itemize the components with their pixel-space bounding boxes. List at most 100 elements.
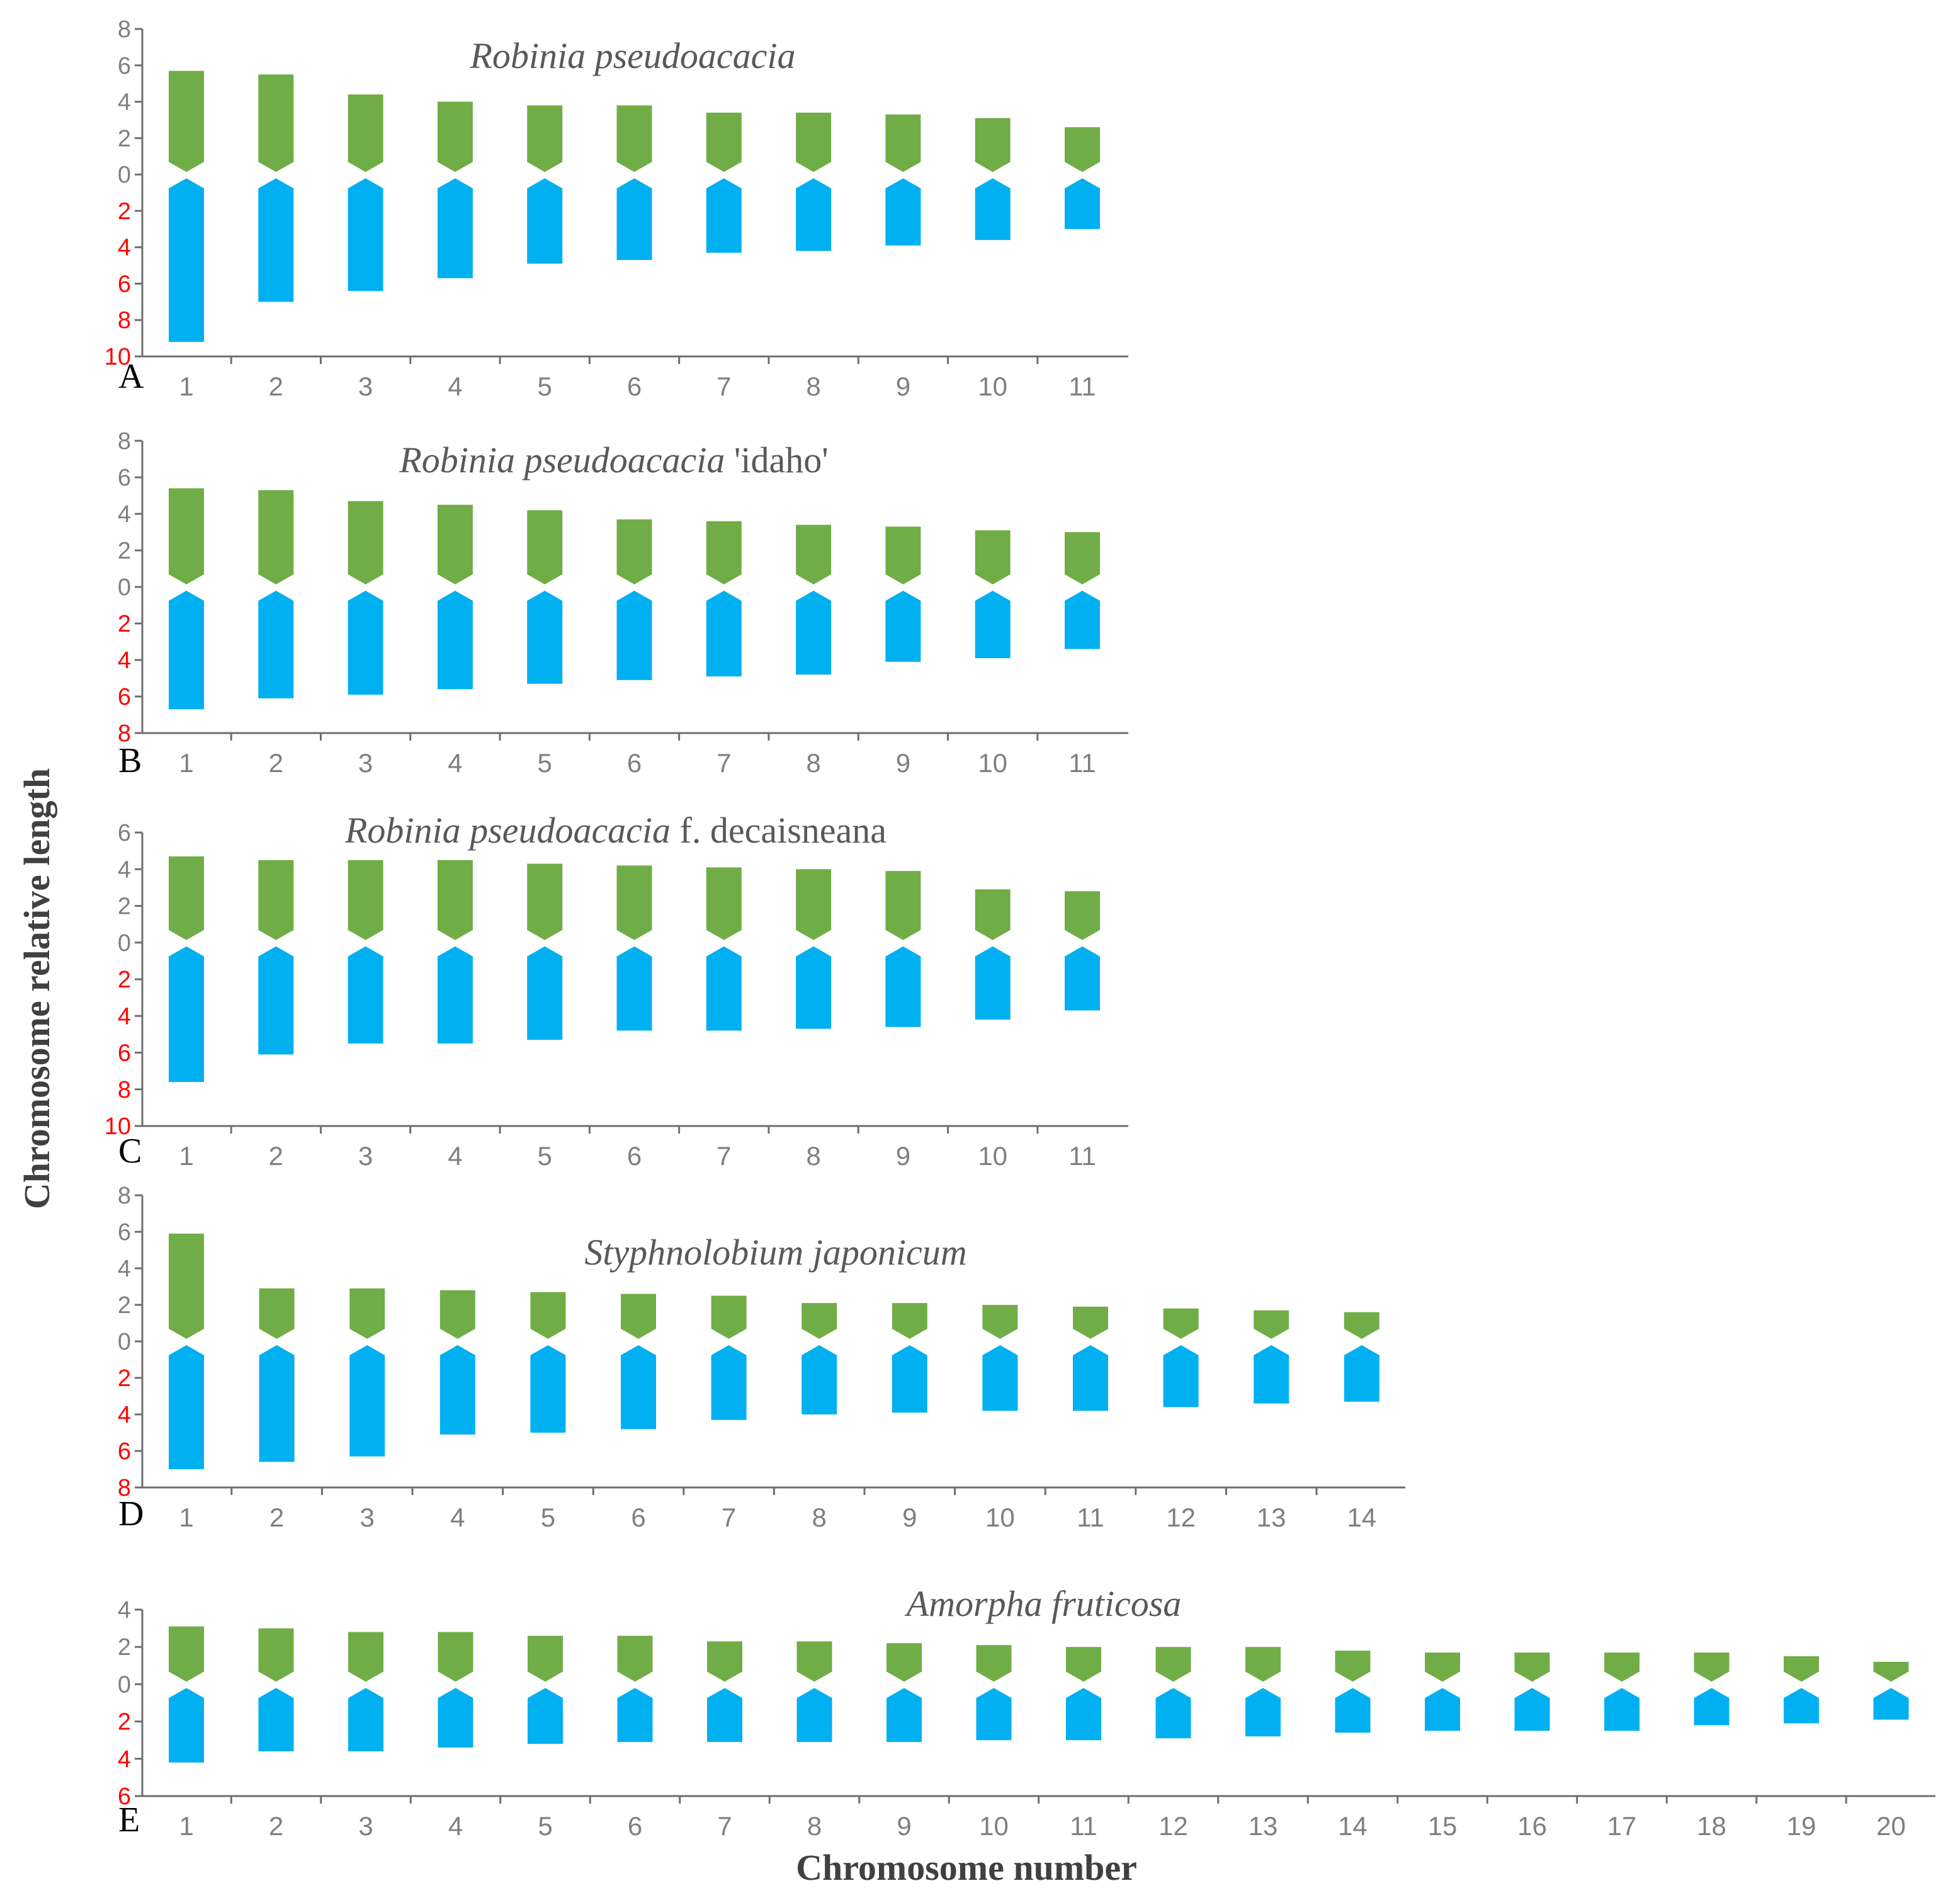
long-arm-bar bbox=[438, 1688, 473, 1748]
panel-letter: C bbox=[118, 1132, 142, 1171]
short-arm-bar bbox=[437, 860, 473, 940]
long-arm-bar bbox=[707, 1688, 742, 1743]
long-arm-bar bbox=[348, 591, 383, 695]
y-tick-label: 2 bbox=[118, 1634, 131, 1661]
x-tick-label: 7 bbox=[717, 1141, 731, 1171]
long-arm-bar bbox=[1245, 1688, 1281, 1737]
short-arm-bar bbox=[1425, 1652, 1460, 1682]
long-arm-bar bbox=[1335, 1688, 1371, 1733]
short-arm-bar bbox=[1065, 891, 1100, 940]
x-tick-label: 12 bbox=[1158, 1811, 1188, 1841]
y-tick-label: 8 bbox=[118, 16, 131, 43]
x-tick-label: 5 bbox=[538, 1811, 552, 1841]
x-tick-label: 7 bbox=[717, 748, 731, 778]
x-tick-label: 12 bbox=[1166, 1503, 1196, 1532]
y-tick-label: 0 bbox=[118, 930, 131, 957]
long-arm-bar bbox=[528, 1688, 563, 1744]
long-arm-bar bbox=[706, 178, 742, 253]
y-tick-label: 10 bbox=[105, 344, 131, 370]
x-tick-label: 9 bbox=[896, 1141, 910, 1171]
short-arm-bar bbox=[528, 1635, 563, 1682]
short-arm-bar bbox=[802, 1303, 837, 1339]
panel-b: 8 6 4 2 0 2 4 6 8 Robinia pseudoacacia 'idaho' B 1 2… bbox=[118, 428, 1128, 780]
long-arm-bar bbox=[976, 1688, 1012, 1741]
long-arm-bar bbox=[1065, 946, 1100, 1011]
panel-title: Robinia pseudoacacia 'idaho' bbox=[399, 440, 828, 481]
short-arm-bar bbox=[258, 1628, 294, 1682]
y-tick-label: 4 bbox=[118, 856, 131, 883]
y-tick-label: 2 bbox=[118, 1292, 131, 1319]
short-arm-bar bbox=[437, 504, 473, 584]
short-arm-bar bbox=[711, 1295, 747, 1339]
y-tick-label: 4 bbox=[118, 647, 131, 674]
short-arm-bar bbox=[169, 856, 204, 940]
panel-letter: B bbox=[118, 741, 142, 780]
y-tick-label: 0 bbox=[118, 574, 131, 601]
long-arm-bar bbox=[349, 1345, 385, 1457]
short-arm-bar bbox=[796, 525, 832, 584]
y-tick-label: 2 bbox=[118, 538, 131, 564]
y-tick-label: 4 bbox=[118, 1003, 131, 1030]
long-arm-bar bbox=[169, 946, 204, 1083]
y-tick-label: 2 bbox=[118, 1709, 131, 1736]
y-tick-label: 2 bbox=[118, 611, 131, 637]
long-arm-bar bbox=[1065, 178, 1100, 229]
short-arm-bar bbox=[887, 1643, 922, 1682]
x-tick-label: 11 bbox=[1070, 1811, 1097, 1841]
y-tick-label: 4 bbox=[118, 1597, 131, 1624]
x-tick-label: 1 bbox=[179, 748, 193, 778]
short-arm-bar bbox=[348, 94, 383, 173]
x-tick-label: 7 bbox=[722, 1503, 736, 1532]
x-tick-label: 11 bbox=[1068, 748, 1096, 778]
panel-title: Amorpha fruticosa bbox=[904, 1583, 1182, 1624]
long-arm-bar bbox=[975, 946, 1011, 1020]
y-tick-label: 6 bbox=[118, 53, 131, 79]
x-tick-label: 14 bbox=[1338, 1811, 1368, 1841]
long-arm-bar bbox=[1254, 1345, 1289, 1404]
panel-title-species: Amorpha fruticosa bbox=[904, 1583, 1182, 1624]
x-tick-label: 14 bbox=[1347, 1503, 1376, 1532]
long-arm-bar bbox=[1425, 1688, 1460, 1731]
short-arm-bar bbox=[1065, 127, 1100, 173]
x-tick-label: 13 bbox=[1249, 1811, 1278, 1841]
x-tick-label: 3 bbox=[358, 1811, 373, 1841]
long-arm-bar bbox=[885, 591, 921, 662]
long-arm-bar bbox=[1694, 1688, 1730, 1726]
short-arm-bar bbox=[617, 1635, 653, 1682]
short-arm-bar bbox=[616, 519, 652, 584]
long-arm-bar bbox=[348, 178, 383, 291]
x-tick-label: 15 bbox=[1428, 1811, 1458, 1841]
long-arm-bar bbox=[616, 591, 652, 680]
short-arm-bar bbox=[885, 114, 921, 173]
panel-letter: D bbox=[118, 1494, 144, 1533]
long-arm-bar bbox=[621, 1345, 656, 1430]
x-tick-label: 2 bbox=[269, 748, 283, 778]
short-arm-bar bbox=[1335, 1651, 1371, 1682]
long-arm-bar bbox=[1163, 1345, 1199, 1407]
short-arm-bar bbox=[169, 1626, 204, 1682]
x-tick-label: 6 bbox=[627, 1141, 642, 1171]
x-tick-label: 3 bbox=[358, 748, 373, 778]
short-arm-bar bbox=[258, 860, 294, 940]
x-tick-label: 9 bbox=[896, 748, 910, 778]
x-tick-label: 8 bbox=[806, 1141, 820, 1171]
x-axis-title: Chromosome number bbox=[796, 1847, 1137, 1888]
long-arm-bar bbox=[1873, 1688, 1909, 1720]
short-arm-bar bbox=[885, 526, 921, 584]
long-arm-bar bbox=[437, 591, 473, 690]
long-arm-bar bbox=[892, 1345, 927, 1413]
short-arm-bar bbox=[438, 1632, 473, 1682]
x-tick-label: 10 bbox=[978, 748, 1007, 778]
long-arm-bar bbox=[796, 946, 832, 1029]
long-arm-bar bbox=[437, 178, 473, 278]
short-arm-bar bbox=[527, 105, 563, 173]
short-arm-bar bbox=[1514, 1652, 1550, 1682]
y-tick-label: 4 bbox=[118, 1746, 131, 1773]
short-arm-bar bbox=[1873, 1661, 1909, 1682]
long-arm-bar bbox=[527, 178, 563, 264]
y-tick-label: 4 bbox=[118, 1402, 131, 1428]
long-arm-bar bbox=[617, 1688, 653, 1743]
x-tick-label: 4 bbox=[448, 1811, 463, 1841]
